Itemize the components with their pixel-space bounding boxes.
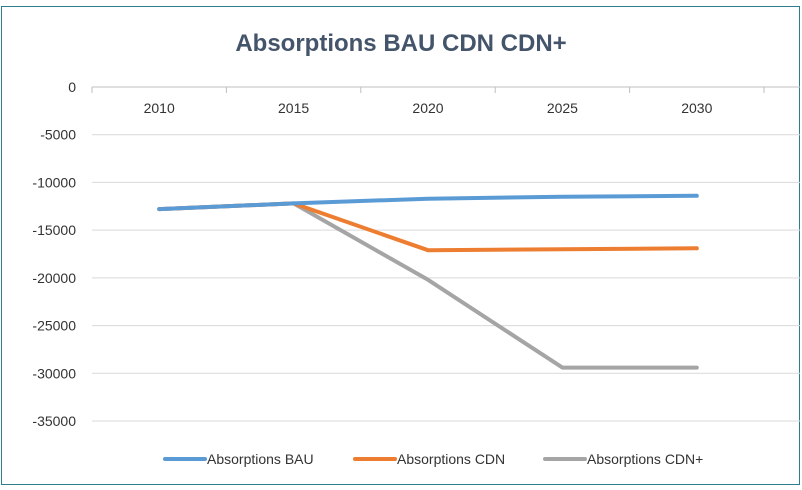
y-tick-label: -5000 <box>40 127 76 143</box>
legend-label: Absorptions CDN <box>397 451 505 467</box>
series-lines <box>157 193 699 370</box>
x-tick-label: 2030 <box>681 100 712 116</box>
x-tick-label: 2020 <box>412 100 443 116</box>
x-tick-label: 2015 <box>278 100 309 116</box>
y-tick-label: 0 <box>68 79 76 95</box>
y-tick-label: -20000 <box>32 270 76 286</box>
chart-title: Absorptions BAU CDN CDN+ <box>235 30 567 57</box>
legend: Absorptions BAU Absorptions CDN Absorption… <box>163 451 703 467</box>
x-axis-tick-labels: 2010 2015 2020 2025 2030 <box>144 100 713 116</box>
y-tick-label: -25000 <box>32 318 76 334</box>
gridlines <box>91 86 800 422</box>
legend-label: Absorptions CDN+ <box>587 451 703 467</box>
y-tick-label: -15000 <box>32 222 76 238</box>
x-tick-label: 2025 <box>547 100 578 116</box>
y-tick-label: -30000 <box>32 365 76 381</box>
legend-label: Absorptions BAU <box>207 451 314 467</box>
y-tick-label: -35000 <box>32 413 76 429</box>
series-line-3 <box>157 201 699 370</box>
series-line-1 <box>157 193 699 212</box>
y-axis-tick-labels: 0 -5000 -10000 -15000 -20000 -25000 -30000 -350… <box>32 79 76 429</box>
chart-frame <box>1 6 800 485</box>
y-tick-label: -10000 <box>32 174 76 190</box>
series-line-2 <box>157 201 699 253</box>
x-tick-label: 2010 <box>144 100 175 116</box>
